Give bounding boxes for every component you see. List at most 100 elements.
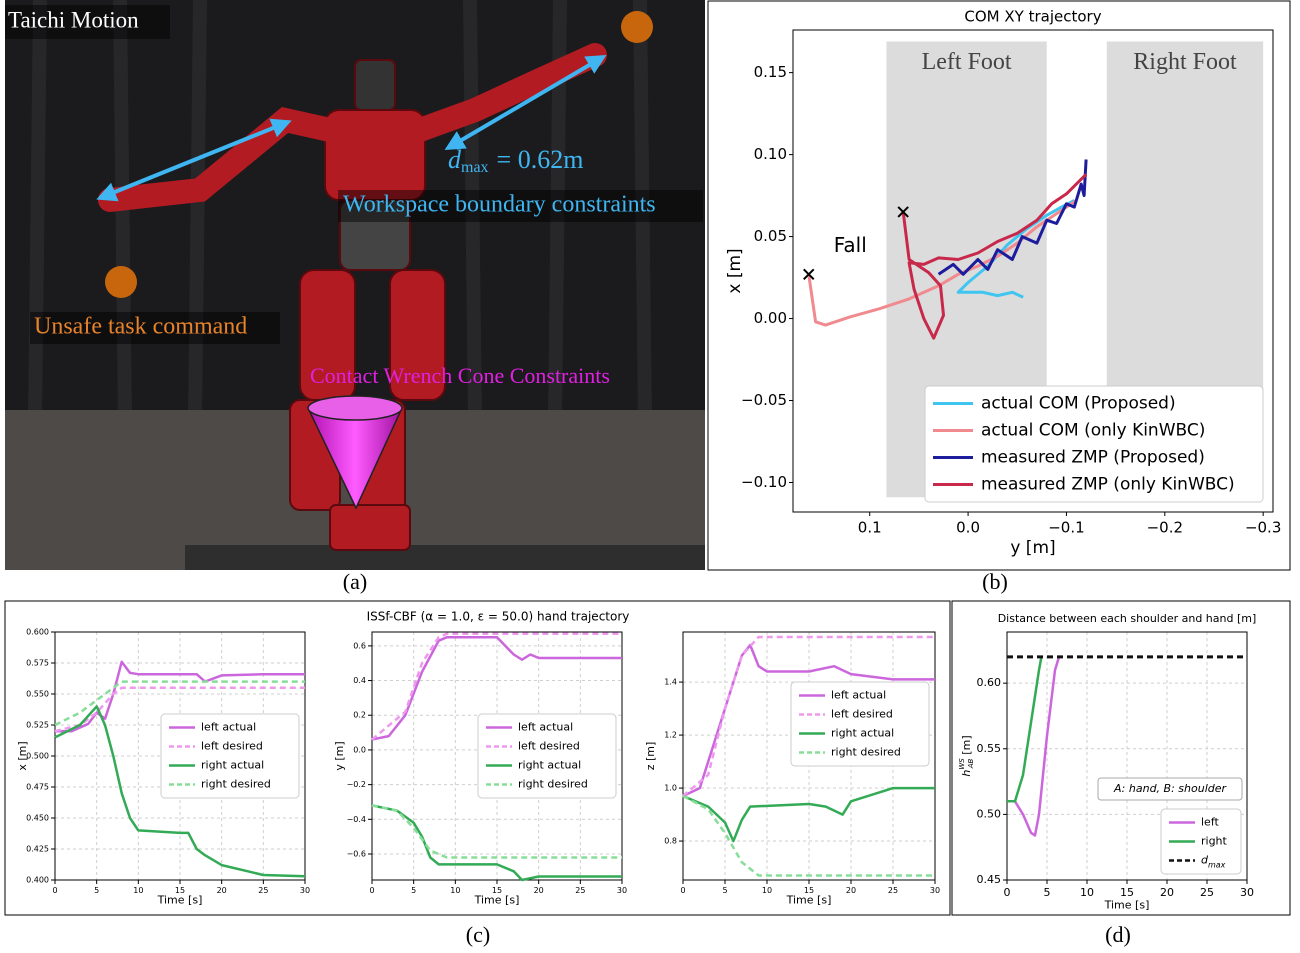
legend-frame [477, 713, 617, 799]
y-tick-label: 0.575 [26, 659, 49, 668]
y-tick-label: 0.05 [754, 227, 787, 245]
legend: actual COM (Proposed) actual COM (only Ki… [924, 385, 1264, 503]
x-tick-label: 30 [1240, 886, 1254, 899]
y-axis-label: x [m] [725, 248, 745, 293]
legend-label: measured ZMP (only KinWBC) [981, 475, 1235, 495]
y-tick-label: −0.2 [347, 780, 366, 789]
y-tick-label: 0.525 [26, 721, 49, 730]
y-tick-label: 1.4 [664, 678, 677, 687]
legend-label: right actual [518, 759, 581, 772]
y-tick-label: −0.10 [741, 473, 787, 491]
legend-label: measured ZMP (Proposed) [981, 448, 1205, 468]
x-tick-label: 10 [133, 886, 143, 895]
y-tick-label: 0.2 [353, 711, 366, 720]
legend-label: right actual [831, 727, 894, 740]
x-tick-label: 20 [217, 886, 227, 895]
legend-label: right desired [831, 746, 901, 759]
y-tick-label: −0.4 [347, 815, 366, 824]
legend: left actual left desired right actual right… [477, 713, 617, 799]
legend-label: actual COM (Proposed) [981, 394, 1176, 414]
workspace-label: Workspace boundary constraints [343, 192, 656, 218]
x-tick-label: 15 [1120, 886, 1134, 899]
fall-marker [803, 268, 815, 280]
chart-title: Distance between each shoulder and hand … [998, 612, 1257, 625]
dmax-sub: max [461, 159, 489, 176]
series-line [371, 635, 622, 741]
photo-title: Taichi Motion [8, 7, 139, 32]
legend-name: measured ZMP (Proposed) [981, 448, 1205, 468]
legend-frame [160, 713, 300, 799]
legend-frame [790, 681, 930, 767]
legend-name: right [1201, 835, 1228, 848]
series-line [54, 705, 306, 878]
x-tick-label: 25 [258, 886, 268, 895]
series-line [54, 680, 305, 727]
legend-name: d [1201, 854, 1209, 867]
y-axis-label: hWSAB [m] [958, 735, 975, 776]
plot-frame [54, 631, 306, 881]
y-label-sup: WS [958, 758, 966, 770]
x-tick-label: 10 [1080, 886, 1094, 899]
y-tick-label: 0.15 [754, 63, 787, 81]
y-tick-label: 0.0 [353, 745, 366, 754]
y-tick-label: 0.45 [977, 873, 1002, 886]
legend-label: right desired [518, 778, 588, 791]
workspace-arrow [96, 118, 292, 202]
series-line [901, 173, 1088, 340]
legend-name: left [1201, 816, 1220, 829]
annotation-box [1097, 777, 1243, 801]
series-line [1007, 656, 1061, 837]
legend-name: right desired [831, 746, 901, 759]
legend-name: right actual [518, 759, 581, 772]
plot-frame [371, 631, 623, 881]
y-label-text: y [m] [333, 741, 346, 770]
series-line [807, 199, 1078, 327]
y-tick-label: 0.55 [977, 742, 1002, 755]
legend-label: left desired [201, 740, 263, 753]
fall-marker-cross [897, 206, 909, 218]
legend-name: left desired [201, 740, 263, 753]
y-tick-label: 1.0 [664, 784, 677, 793]
series-line [682, 794, 935, 877]
y-tick-label: 1.2 [664, 731, 677, 740]
x-tick-label: 30 [300, 886, 310, 895]
x-axis-label: Time [s] [786, 894, 832, 907]
y-tick-label: 0.4 [353, 676, 366, 685]
series-line [682, 635, 935, 797]
x-axis-label: Time [s] [157, 894, 203, 907]
y-tick-label: 0.10 [754, 145, 787, 163]
legend-name: left actual [518, 721, 573, 734]
y-axis-label: y [m] [333, 741, 346, 770]
x-axis-label: Time [s] [1104, 898, 1150, 911]
x-tick-label: 5 [722, 886, 727, 895]
series-line [55, 660, 305, 733]
legend-frame [924, 385, 1264, 503]
x-tick-label: 0 [52, 886, 57, 895]
dmax-rest: = 0.62m [497, 145, 584, 174]
plot-frame [1006, 631, 1248, 881]
y-label-text: x [m] [725, 248, 745, 293]
y-tick-label: −0.6 [347, 849, 366, 858]
y-tick-label: 0.8 [664, 837, 677, 846]
legend-name: left desired [831, 708, 893, 721]
legend-name: measured ZMP (only KinWBC) [981, 475, 1235, 495]
series-line [1007, 656, 1043, 803]
x-axis-label: y [m] [1010, 538, 1055, 558]
y-label-sub: AB [967, 758, 975, 769]
y-tick-label: −0.05 [741, 391, 787, 409]
y-axis-label: x [m] [16, 741, 29, 770]
x-tick-label: 10 [450, 886, 460, 895]
x-tick-label: 0 [680, 886, 685, 895]
legend-label: actual COM (only KinWBC) [981, 421, 1205, 441]
x-tick-label: 25 [1200, 886, 1214, 899]
x-tick-label: −0.1 [1048, 519, 1084, 537]
legend-label: left actual [201, 721, 256, 734]
floor-mat [185, 545, 705, 570]
series-line [682, 786, 935, 843]
series-line [371, 804, 622, 882]
fall-marker [897, 206, 909, 218]
x-tick-label: 0.0 [956, 519, 980, 537]
panel-frame [707, 0, 1291, 571]
legend-name: actual COM (Proposed) [981, 394, 1176, 414]
